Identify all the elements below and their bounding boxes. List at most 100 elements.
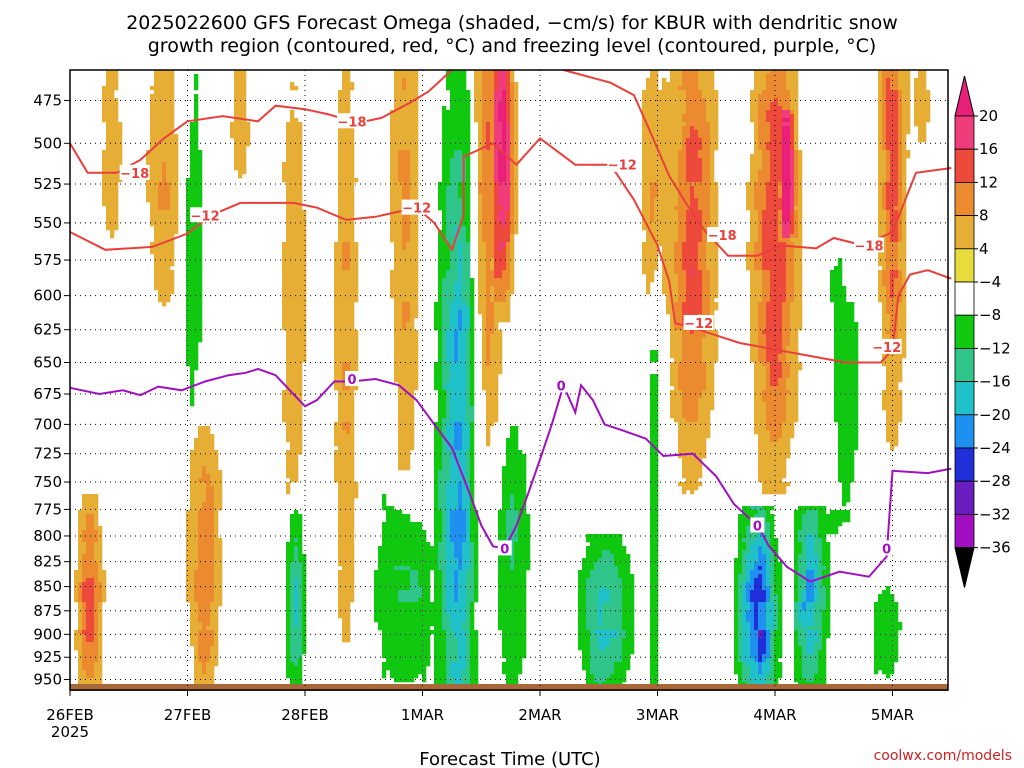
omega-cell: [406, 242, 411, 247]
omega-cell: [422, 638, 427, 643]
omega-cell: [398, 674, 403, 679]
omega-cell: [458, 166, 463, 171]
omega-cell: [150, 210, 155, 215]
omega-cell: [386, 606, 391, 611]
omega-cell: [454, 406, 459, 411]
omega-cell: [210, 594, 215, 599]
omega-cell: [298, 426, 303, 431]
omega-cell: [94, 646, 99, 651]
omega-cell: [450, 530, 455, 535]
omega-cell: [350, 586, 355, 591]
omega-cell: [402, 394, 407, 399]
omega-cell: [190, 398, 195, 403]
omega-cell: [410, 534, 415, 539]
omega-cell: [446, 486, 451, 491]
omega-cell: [394, 342, 399, 347]
omega-cell: [194, 626, 199, 631]
omega-cell: [426, 558, 431, 563]
omega-cell: [454, 598, 459, 603]
omega-cell: [290, 470, 295, 475]
omega-cell: [194, 102, 199, 107]
omega-cell: [162, 270, 167, 275]
omega-cell: [94, 634, 99, 639]
omega-cell: [190, 326, 195, 331]
omega-cell: [394, 582, 399, 587]
omega-cell: [290, 462, 295, 467]
omega-cell: [166, 230, 171, 235]
omega-cell: [394, 74, 399, 79]
omega-cell: [382, 582, 387, 587]
omega-cell: [234, 110, 239, 115]
omega-cell: [426, 598, 431, 603]
omega-cell: [194, 174, 199, 179]
omega-cell: [334, 294, 339, 299]
omega-cell: [390, 642, 395, 647]
omega-cell: [414, 298, 419, 303]
omega-cell: [198, 558, 203, 563]
omega-cell: [422, 654, 427, 659]
omega-cell: [110, 234, 115, 239]
omega-cell: [410, 310, 415, 315]
omega-cell: [98, 602, 103, 607]
omega-cell: [426, 582, 431, 587]
omega-cell: [190, 602, 195, 607]
omega-cell: [190, 466, 195, 471]
omega-cell: [450, 278, 455, 283]
omega-cell: [298, 518, 303, 523]
omega-cell: [394, 350, 399, 355]
omega-cell: [338, 218, 343, 223]
omega-cell: [414, 582, 419, 587]
omega-cell: [342, 446, 347, 451]
omega-cell: [334, 302, 339, 307]
omega-cell: [170, 182, 175, 187]
omega-cell: [342, 154, 347, 159]
omega-cell: [346, 322, 351, 327]
omega-cell: [154, 234, 159, 239]
omega-cell: [386, 662, 391, 667]
omega-cell: [398, 290, 403, 295]
omega-cell: [394, 90, 399, 95]
omega-cell: [286, 306, 291, 311]
omega-cell: [382, 654, 387, 659]
omega-cell: [162, 218, 167, 223]
omega-cell: [350, 210, 355, 215]
omega-cell: [198, 510, 203, 515]
omega-cell: [406, 454, 411, 459]
omega-cell: [82, 614, 87, 619]
omega-cell: [454, 354, 459, 359]
omega-cell: [286, 138, 291, 143]
omega-cell: [94, 678, 99, 683]
omega-cell: [414, 558, 419, 563]
omega-cell: [350, 358, 355, 363]
omega-cell: [458, 526, 463, 531]
omega-cell: [298, 290, 303, 295]
omega-cell: [154, 130, 159, 135]
omega-cell: [214, 490, 219, 495]
omega-cell: [334, 374, 339, 379]
omega-cell: [154, 238, 159, 243]
omega-cell: [398, 146, 403, 151]
omega-cell: [390, 154, 395, 159]
omega-cell: [434, 534, 439, 539]
omega-cell: [194, 294, 199, 299]
omega-cell: [398, 374, 403, 379]
omega-cell: [458, 570, 463, 575]
omega-cell: [158, 70, 163, 75]
omega-cell: [374, 602, 379, 607]
omega-cell: [186, 250, 191, 255]
omega-cell: [242, 94, 247, 99]
omega-cell: [286, 322, 291, 327]
omega-cell: [346, 466, 351, 471]
omega-cell: [398, 646, 403, 651]
omega-cell: [302, 594, 307, 599]
omega-cell: [290, 82, 295, 87]
omega-cell: [446, 374, 451, 379]
omega-cell: [198, 270, 203, 275]
omega-cell: [202, 642, 207, 647]
omega-cell: [434, 422, 439, 427]
omega-cell: [438, 186, 443, 191]
omega-cell: [434, 654, 439, 659]
omega-cell: [190, 454, 195, 459]
omega-cell: [206, 498, 211, 503]
